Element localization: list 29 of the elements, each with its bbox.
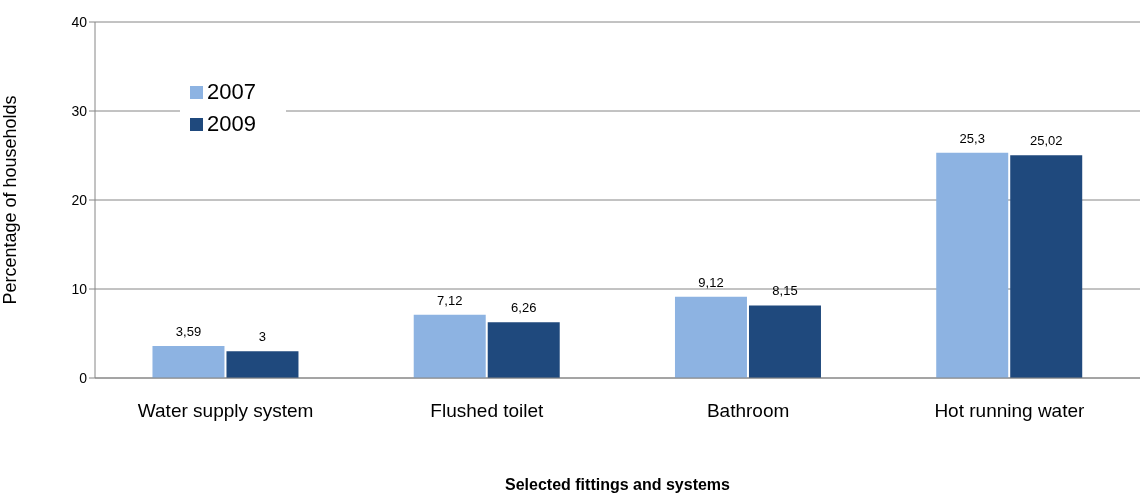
legend-label: 2007 — [207, 78, 256, 106]
data-label: 25,3 — [959, 130, 985, 146]
x-tick-label: Hot running water — [934, 400, 1086, 422]
data-label: 25,02 — [1029, 133, 1063, 149]
data-label: 7,12 — [437, 292, 463, 308]
x-tick-label: Flushed toilet — [430, 400, 545, 422]
data-label: 3,59 — [175, 324, 202, 340]
legend-label: 2009 — [207, 110, 256, 138]
y-tick-label: 0 — [79, 369, 88, 386]
y-axis-title: Percentage of households — [0, 95, 21, 305]
data-label: 3 — [258, 329, 267, 345]
data-label: 8,15 — [772, 283, 798, 299]
bar — [487, 322, 560, 378]
bar — [413, 314, 486, 378]
x-axis-title: Selected fittings and systems — [505, 476, 731, 493]
bar — [226, 351, 299, 378]
data-label: 6,26 — [511, 300, 537, 316]
bar — [1010, 155, 1083, 378]
y-tick-label: 30 — [71, 102, 88, 119]
y-tick-label: 40 — [71, 13, 88, 30]
bar — [674, 296, 747, 378]
bar — [748, 305, 821, 378]
bar — [936, 152, 1009, 378]
bar — [152, 346, 225, 378]
x-tick-label: Water supply system — [137, 400, 314, 422]
x-tick-label: Bathroom — [706, 400, 790, 422]
data-label: 9,12 — [698, 274, 724, 290]
y-tick-label: 20 — [71, 191, 88, 208]
y-tick-label: 10 — [71, 280, 88, 297]
